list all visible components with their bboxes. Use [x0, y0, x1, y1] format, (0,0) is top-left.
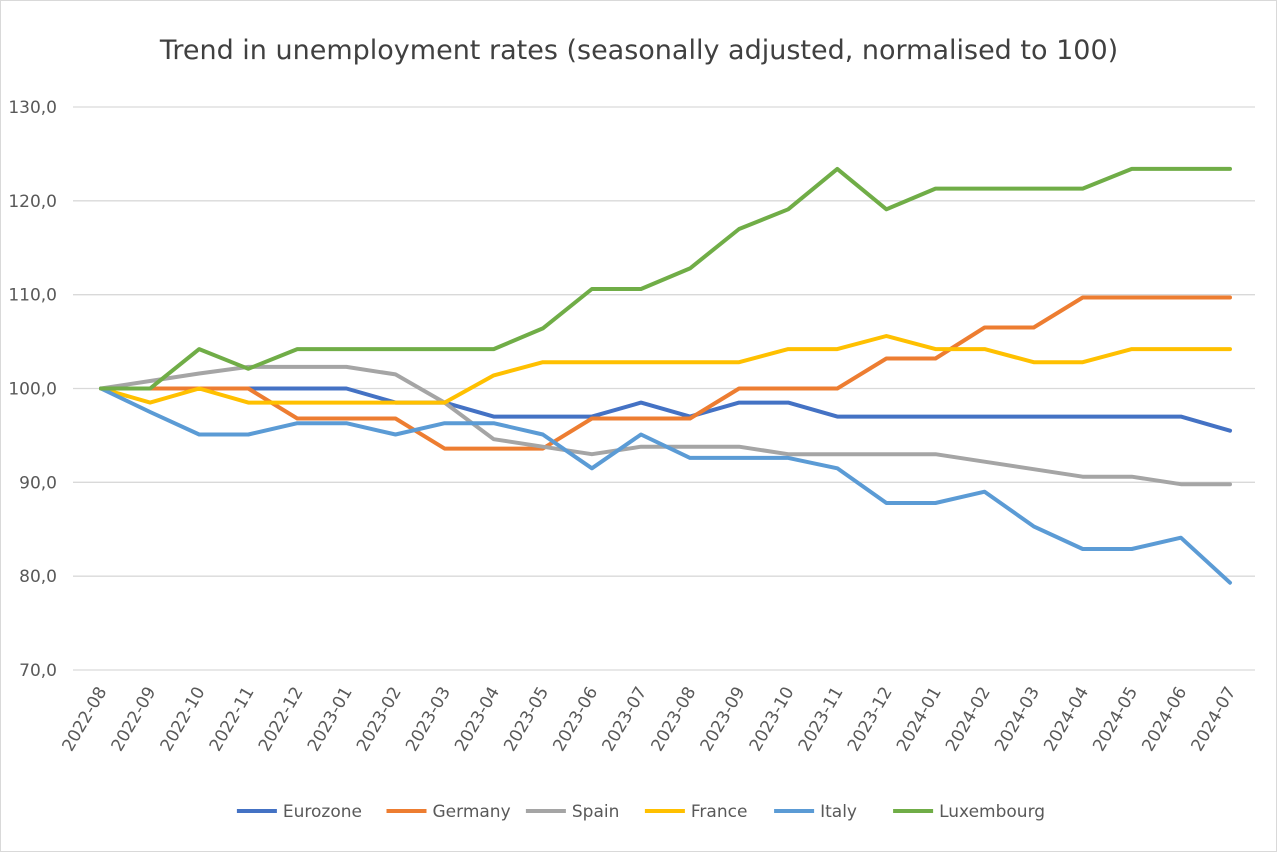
legend-label: Spain: [572, 802, 620, 822]
x-tick-label: 2022-09: [108, 684, 161, 756]
legend-item-germany: Germany: [386, 802, 511, 822]
y-tick-label: 130,0: [8, 98, 57, 118]
x-tick-label: 2023-03: [402, 684, 455, 756]
legend-label: Italy: [820, 802, 857, 822]
series-line-italy: [99, 386, 1232, 585]
x-tick-label: 2024-07: [1187, 684, 1240, 756]
x-tick-label: 2023-06: [549, 684, 602, 756]
x-tick-label: 2022-12: [255, 684, 308, 756]
series-line-eurozone: [99, 386, 1232, 433]
x-axis-ticks: 2022-082022-092022-102022-112022-122023-…: [58, 683, 1240, 755]
legend-item-france: France: [644, 802, 748, 822]
y-tick-label: 80,0: [19, 567, 57, 587]
series-line-luxembourg: [99, 166, 1232, 391]
y-tick-label: 110,0: [8, 286, 57, 306]
x-tick-label: 2023-01: [304, 684, 357, 756]
legend-item-luxembourg: Luxembourg: [893, 802, 1045, 822]
legend-label: Germany: [433, 802, 511, 822]
x-tick-label: 2023-04: [451, 684, 504, 756]
x-tick-label: 2023-09: [697, 684, 750, 756]
y-tick-label: 90,0: [19, 473, 57, 493]
x-tick-label: 2024-01: [893, 684, 946, 756]
x-tick-label: 2024-02: [942, 683, 995, 755]
x-tick-label: 2024-06: [1138, 684, 1191, 756]
x-tick-label: 2023-07: [598, 684, 651, 756]
y-axis-ticks: 70,0 80,0 90,0 100,0 110,0 120,0 130,0: [8, 98, 57, 681]
x-tick-label: 2022-08: [58, 684, 111, 756]
x-tick-label: 2022-11: [206, 684, 259, 756]
x-tick-label: 2024-04: [1040, 684, 1093, 756]
legend-item-italy: Italy: [774, 802, 857, 822]
x-tick-label: 2022-10: [157, 684, 210, 756]
legend-label: Eurozone: [283, 802, 362, 822]
series-lines: [99, 166, 1232, 585]
series-line-germany: [99, 295, 1232, 451]
y-tick-label: 70,0: [19, 661, 57, 681]
y-tick-label: 120,0: [8, 192, 57, 212]
x-tick-label: 2024-05: [1089, 684, 1142, 756]
x-tick-label: 2023-02: [353, 684, 406, 756]
x-tick-label: 2023-12: [844, 684, 897, 756]
chart-title: Trend in unemployment rates (seasonally …: [159, 35, 1118, 66]
y-tick-label: 100,0: [8, 380, 57, 400]
x-tick-label: 2023-05: [500, 684, 553, 756]
series-line-france: [99, 334, 1232, 405]
x-tick-label: 2023-08: [648, 684, 701, 756]
x-tick-label: 2024-03: [991, 684, 1044, 756]
series-line-spain: [99, 364, 1232, 487]
legend: Eurozone Germany Spain France Italy Luxembour…: [236, 802, 1045, 822]
legend-item-eurozone: Eurozone: [236, 802, 362, 822]
x-tick-label: 2023-11: [795, 684, 848, 756]
legend-item-spain: Spain: [525, 802, 620, 822]
legend-label: France: [691, 802, 748, 822]
x-tick-label: 2023-10: [746, 684, 799, 756]
legend-label: Luxembourg: [939, 802, 1045, 822]
